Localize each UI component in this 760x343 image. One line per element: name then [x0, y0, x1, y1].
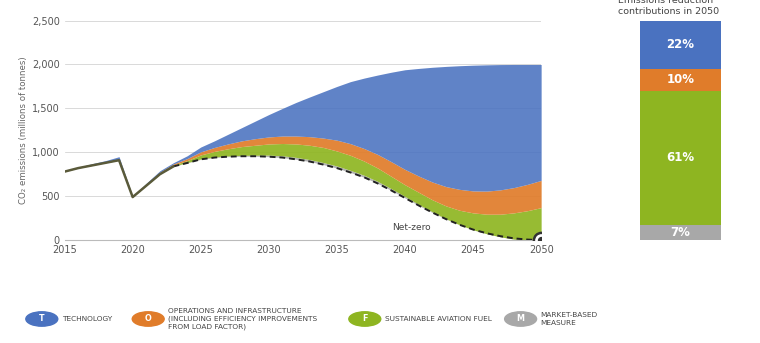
Point	[535, 237, 547, 243]
Text: Emissions reduction
contributions in 2050: Emissions reduction contributions in 205…	[618, 0, 719, 16]
Text: OPERATIONS AND INFRASTRUCTURE
(INCLUDING EFFICIENCY IMPROVEMENTS
FROM LOAD FACTO: OPERATIONS AND INFRASTRUCTURE (INCLUDING…	[168, 308, 317, 330]
Text: 10%: 10%	[667, 73, 695, 86]
Text: O: O	[145, 315, 151, 323]
Bar	[640, 91, 721, 225]
Text: Net-zero: Net-zero	[392, 223, 431, 232]
Text: TECHNOLOGY: TECHNOLOGY	[62, 316, 112, 322]
Text: 22%: 22%	[667, 38, 695, 51]
Text: T: T	[39, 315, 45, 323]
Bar	[640, 69, 721, 91]
Text: MARKET-BASED
MEASURE: MARKET-BASED MEASURE	[540, 312, 597, 326]
Point	[535, 237, 547, 243]
Text: F: F	[362, 315, 368, 323]
Text: M: M	[517, 315, 524, 323]
Y-axis label: CO₂ emissions (millions of tonnes): CO₂ emissions (millions of tonnes)	[19, 57, 27, 204]
Bar	[640, 225, 721, 240]
Text: 7%: 7%	[670, 226, 690, 239]
Bar	[640, 21, 721, 69]
Text: SUSTAINABLE AVIATION FUEL: SUSTAINABLE AVIATION FUEL	[385, 316, 492, 322]
Text: 61%: 61%	[667, 151, 695, 164]
